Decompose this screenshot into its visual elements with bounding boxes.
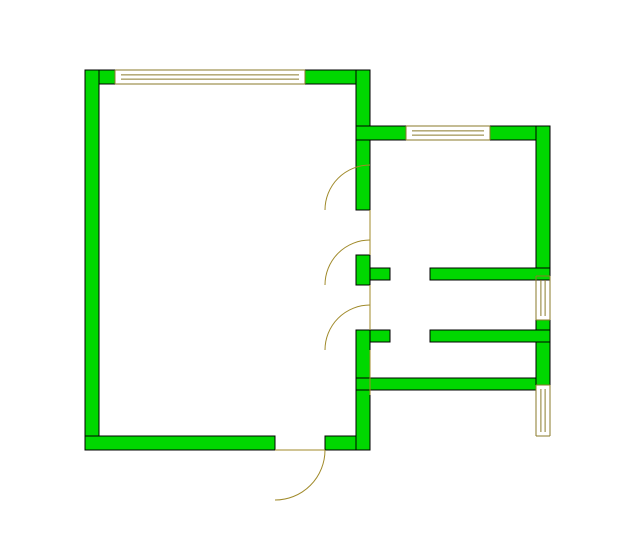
floorplan-canvas <box>0 0 630 539</box>
wall-ext-bottom <box>356 378 536 390</box>
wall-interior-h2-left <box>370 330 390 342</box>
window-win-ext-top <box>406 126 490 140</box>
window-win-main-top <box>115 70 305 84</box>
window-win-right-1 <box>536 276 550 320</box>
wall-ext-top-left <box>356 126 406 140</box>
window-win-right-2 <box>536 385 550 436</box>
wall-main-bottom-left <box>85 436 275 450</box>
wall-interior-h1-left <box>370 268 390 280</box>
wall-interior-h2-right <box>430 330 550 342</box>
wall-center-vert-mid <box>356 255 370 285</box>
wall-main-left <box>85 70 99 450</box>
wall-interior-h1-right <box>430 268 550 280</box>
door-door-bottom <box>275 450 325 500</box>
window-ext-right-seg3 <box>536 385 550 436</box>
walls-group <box>85 70 550 450</box>
wall-ext-right-upper <box>536 126 550 276</box>
